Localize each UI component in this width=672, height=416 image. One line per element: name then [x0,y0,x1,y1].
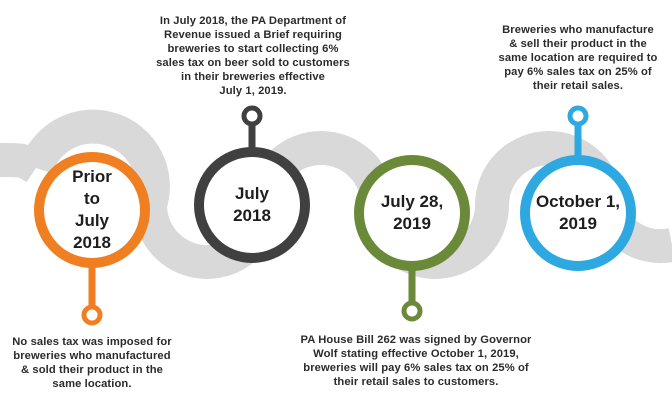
milestone-label-october-1-2019: October 1, 2019 [535,191,621,233]
milestone-pin-dark [241,105,263,127]
milestone-description-prior-july-2018: No sales tax was imposed for breweries w… [12,336,172,390]
milestone-pin-green [401,300,423,322]
milestone-july-28-2019 [354,155,470,322]
timeline-road [0,109,672,279]
milestone-label-july-28-2019: July 28, 2019 [380,191,444,233]
milestone-description-july-2018: In July 2018, the PA Department of Reven… [156,15,350,97]
milestone-label-july-2018: July 2018 [233,183,271,225]
milestone-pin-orange [81,304,103,326]
milestone-label-prior-july-2018: Prior to July 2018 [72,166,112,253]
milestone-july-2018 [194,105,310,263]
milestone-prior-july-2018 [34,152,150,326]
milestone-description-july-28-2019: PA House Bill 262 was signed by Governor… [300,334,532,388]
milestone-october-1-2019 [520,105,636,271]
milestone-description-october-1-2019: Breweries who manufacture & sell their p… [498,24,658,92]
milestone-pin-blue [567,105,589,127]
